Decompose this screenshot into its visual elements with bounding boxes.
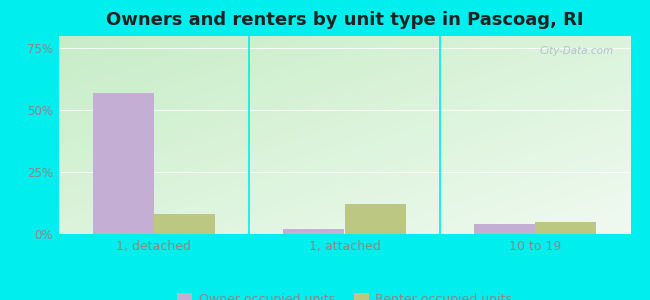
Bar xyxy=(474,224,535,234)
Legend: Owner occupied units, Renter occupied units: Owner occupied units, Renter occupied un… xyxy=(172,288,517,300)
Title: Owners and renters by unit type in Pascoag, RI: Owners and renters by unit type in Pasco… xyxy=(106,11,583,29)
Bar xyxy=(93,93,154,234)
Bar xyxy=(283,229,344,234)
Bar xyxy=(154,214,215,234)
Text: City-Data.com: City-Data.com xyxy=(540,46,614,56)
Bar xyxy=(535,222,596,234)
Bar xyxy=(344,204,406,234)
